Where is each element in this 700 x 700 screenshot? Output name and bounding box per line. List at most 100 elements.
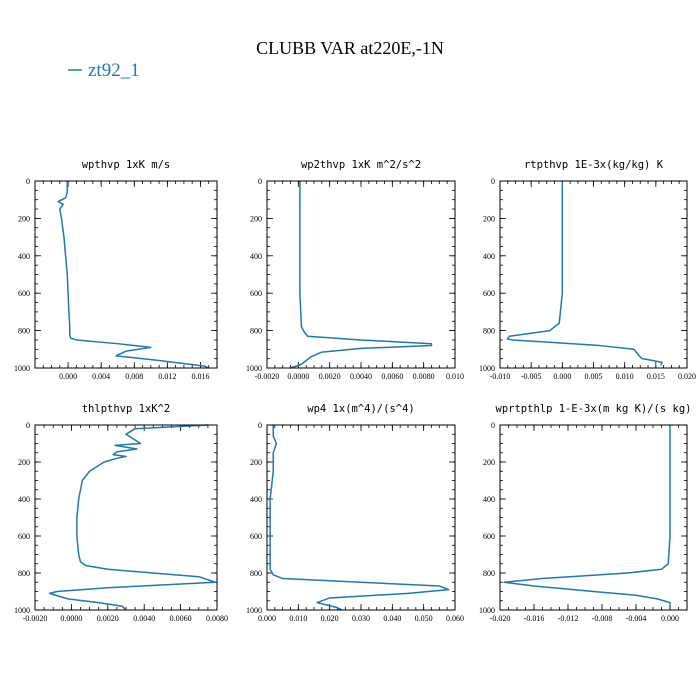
series-line-1 xyxy=(48,424,216,611)
figure-title: CLUBB VAR at220E,-1N xyxy=(256,38,444,58)
series-line-1 xyxy=(269,425,450,611)
panel-6: wprtpthlp 1-E-3x(m kg K)/(s kg) -0.020 -0.… xyxy=(479,403,691,623)
x-tick-label: 0.0060 xyxy=(381,372,403,381)
panel-2: wp2thvp 1xK m^2/s^2 -0.0020 0.0000 0.0020 0.… xyxy=(246,159,464,381)
panel-1: wpthvp 1xK m/s 0.000 0.004 0.008 0.012 0.016 0… xyxy=(14,159,218,381)
x-tick-label: 0.0040 xyxy=(350,372,372,381)
x-tick-label: -0.020 xyxy=(490,614,511,623)
plot-frame xyxy=(266,180,456,369)
y-tick-label: 1000 xyxy=(246,606,262,615)
x-tick-label: 0.0000 xyxy=(60,614,82,623)
panels-group: wpthvp 1xK m/s 0.000 0.004 0.008 0.012 0.016 0… xyxy=(14,159,696,623)
y-tick-label: 800 xyxy=(250,569,262,578)
x-tick-label: 0.008 xyxy=(125,372,143,381)
x-tick-label: -0.012 xyxy=(558,614,579,623)
y-tick-label: 600 xyxy=(18,289,30,298)
series-line-1 xyxy=(57,181,210,369)
panel-title: wprtpthlp 1-E-3x(m kg K)/(s kg) xyxy=(496,403,692,415)
y-tick-label: 1000 xyxy=(479,364,495,373)
x-tick-label: 0.0000 xyxy=(287,372,309,381)
x-tick-label: 0.0020 xyxy=(97,614,119,623)
plot-frame xyxy=(34,180,218,369)
x-tick-label: 0.0060 xyxy=(170,614,192,623)
y-tick-label: 800 xyxy=(483,327,495,336)
panel-5: wp4 1x(m^4)/(s^4) 0.000 0.010 0.020 0.030 0.0… xyxy=(246,403,464,623)
x-tick-label: -0.004 xyxy=(626,614,647,623)
y-tick-label: 400 xyxy=(18,252,30,261)
y-tick-label: 800 xyxy=(18,569,30,578)
y-tick-label: 0 xyxy=(26,421,30,430)
y-tick-label: 600 xyxy=(250,532,262,541)
x-tick-label: 0.020 xyxy=(321,614,339,623)
x-tick-label: 0.060 xyxy=(446,614,464,623)
panel-3: rtpthvp 1E-3x(kg/kg) K -0.010 -0.005 0.000 0… xyxy=(479,159,696,381)
x-tick-label: 0.005 xyxy=(585,372,603,381)
x-tick-label: 0.016 xyxy=(191,372,209,381)
y-tick-label: 1000 xyxy=(14,606,30,615)
legend: zt92_1 xyxy=(68,60,140,81)
panel-4: thlpthvp 1xK^2 -0.0020 0.0000 0.0020 0.0040 0… xyxy=(14,403,228,623)
y-tick-label: 600 xyxy=(483,289,495,298)
plot-frame xyxy=(266,424,456,611)
x-tick-label: -0.0020 xyxy=(255,372,280,381)
y-tick-label: 200 xyxy=(18,458,30,467)
x-tick-label: 0.0080 xyxy=(206,614,228,623)
x-tick-label: -0.008 xyxy=(592,614,613,623)
y-tick-label: 600 xyxy=(18,532,30,541)
x-tick-label: -0.005 xyxy=(521,372,542,381)
y-tick-label: 200 xyxy=(250,214,262,223)
x-tick-label: -0.010 xyxy=(490,372,511,381)
x-tick-label: 0.000 xyxy=(661,614,679,623)
series-line-1 xyxy=(290,181,433,369)
x-tick-label: 0.010 xyxy=(289,614,307,623)
panel-title: rtpthvp 1E-3x(kg/kg) K xyxy=(524,159,664,171)
y-tick-label: 600 xyxy=(250,289,262,298)
plot-frame xyxy=(34,424,218,611)
x-tick-label: 0.0040 xyxy=(133,614,155,623)
y-tick-label: 200 xyxy=(483,214,495,223)
x-tick-label: -0.0020 xyxy=(23,614,48,623)
panel-title: thlpthvp 1xK^2 xyxy=(82,403,171,415)
y-tick-label: 400 xyxy=(18,495,30,504)
y-tick-label: 600 xyxy=(483,532,495,541)
y-tick-label: 400 xyxy=(250,495,262,504)
x-tick-label: 0.050 xyxy=(415,614,433,623)
y-tick-label: 0 xyxy=(491,177,495,186)
x-tick-label: 0.004 xyxy=(92,372,110,381)
series-line-1 xyxy=(506,181,663,366)
y-tick-label: 800 xyxy=(483,569,495,578)
y-tick-label: 1000 xyxy=(479,606,495,615)
panel-title: wpthvp 1xK m/s xyxy=(82,159,171,171)
y-tick-label: 400 xyxy=(483,495,495,504)
panel-title: wp2thvp 1xK m^2/s^2 xyxy=(301,159,421,171)
y-tick-label: 200 xyxy=(483,458,495,467)
y-tick-label: 200 xyxy=(18,214,30,223)
legend-label: zt92_1 xyxy=(88,60,140,81)
y-tick-label: 0 xyxy=(26,177,30,186)
x-tick-label: 0.010 xyxy=(446,372,464,381)
plot-frame xyxy=(499,180,688,369)
x-tick-label: 0.010 xyxy=(616,372,634,381)
series-line-1 xyxy=(503,425,671,610)
y-tick-label: 1000 xyxy=(246,364,262,373)
y-tick-label: 0 xyxy=(491,421,495,430)
x-tick-label: 0.000 xyxy=(553,372,571,381)
y-tick-label: 0 xyxy=(258,177,262,186)
y-tick-label: 800 xyxy=(250,327,262,336)
y-tick-label: 0 xyxy=(258,421,262,430)
y-tick-label: 1000 xyxy=(14,364,30,373)
x-tick-label: 0.000 xyxy=(258,614,276,623)
panel-title: wp4 1x(m^4)/(s^4) xyxy=(307,403,414,415)
x-tick-label: 0.0080 xyxy=(413,372,435,381)
x-tick-label: 0.012 xyxy=(158,372,176,381)
x-tick-label: 0.030 xyxy=(352,614,370,623)
y-tick-label: 400 xyxy=(250,252,262,261)
y-tick-label: 400 xyxy=(483,252,495,261)
x-tick-label: 0.000 xyxy=(59,372,77,381)
y-tick-label: 800 xyxy=(18,327,30,336)
x-tick-label: 0.0020 xyxy=(319,372,341,381)
x-tick-label: -0.016 xyxy=(524,614,545,623)
x-tick-label: 0.020 xyxy=(678,372,696,381)
x-tick-label: 0.040 xyxy=(383,614,401,623)
